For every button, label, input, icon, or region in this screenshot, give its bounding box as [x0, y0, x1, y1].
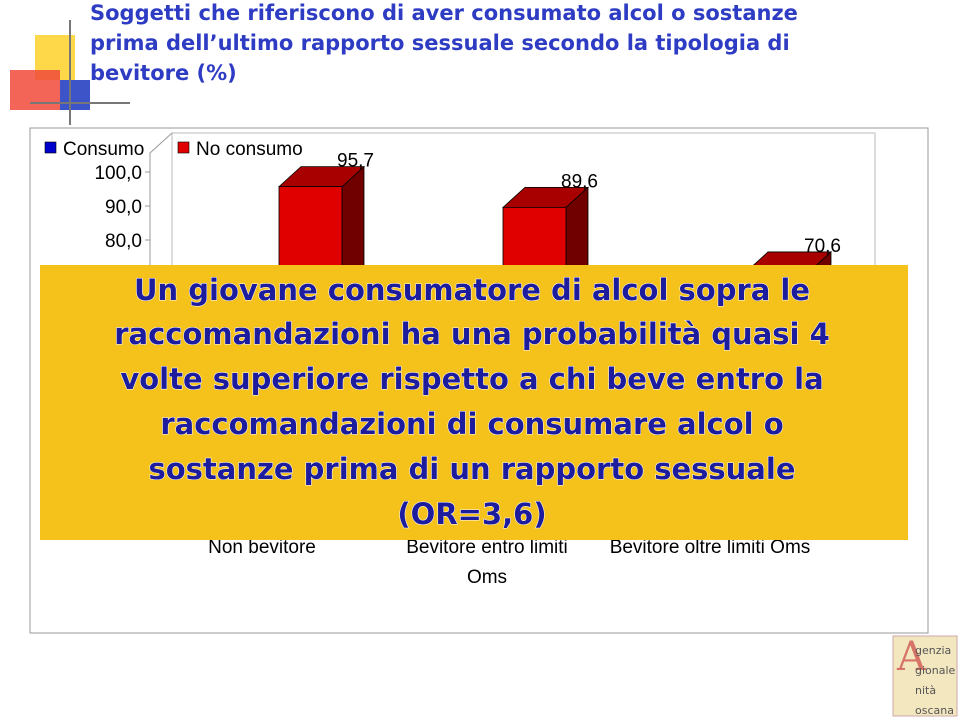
bar — [501, 186, 590, 521]
bar-front — [745, 271, 810, 521]
bar-side — [341, 165, 365, 521]
x-tick-label: Bevitore entro limiti Oms — [406, 537, 568, 588]
bar — [277, 165, 366, 521]
title: prima dell’ultimo rapporto sessuale seco… — [90, 31, 790, 55]
y-tick-label: 40,0 — [105, 367, 142, 388]
legend-label: Consumo — [63, 139, 144, 160]
bar-side — [565, 186, 589, 521]
side-wall — [149, 131, 173, 522]
bar-front — [682, 411, 747, 521]
y-tick-label: 0,0 — [116, 503, 142, 524]
y-tick-label: 60,0 — [105, 299, 142, 320]
bar-side — [808, 251, 832, 521]
legend-swatch — [177, 141, 190, 154]
decor — [60, 80, 90, 110]
bar-front — [439, 476, 504, 521]
y-tick-label: 100,0 — [94, 163, 142, 184]
bar-front — [215, 496, 280, 521]
title: bevitore (%) — [90, 61, 237, 85]
y-tick-label: 80,0 — [105, 231, 142, 252]
x-tick-label: Non bevitore — [208, 537, 316, 558]
x-tick-label: Bevitore oltre limiti Oms — [609, 537, 811, 558]
title: Soggetti che riferiscono di aver consuma… — [90, 1, 798, 25]
value-label: 70,6 — [804, 236, 841, 257]
y-tick-label: 30,0 — [105, 401, 142, 422]
y-tick-label: 20,0 — [105, 435, 142, 456]
legend-label: No consumo — [196, 139, 303, 160]
y-tick-label: 90,0 — [105, 197, 142, 218]
bar-front — [278, 186, 343, 521]
bar-front — [502, 206, 567, 521]
value-label: 89,6 — [561, 171, 598, 192]
y-tick-label: 50,0 — [105, 333, 142, 354]
y-tick-label: 70,0 — [105, 265, 142, 286]
value-label: 95,7 — [337, 151, 374, 172]
y-tick-label: 10,0 — [105, 469, 142, 490]
legend-swatch — [44, 141, 57, 154]
bar — [744, 251, 833, 521]
